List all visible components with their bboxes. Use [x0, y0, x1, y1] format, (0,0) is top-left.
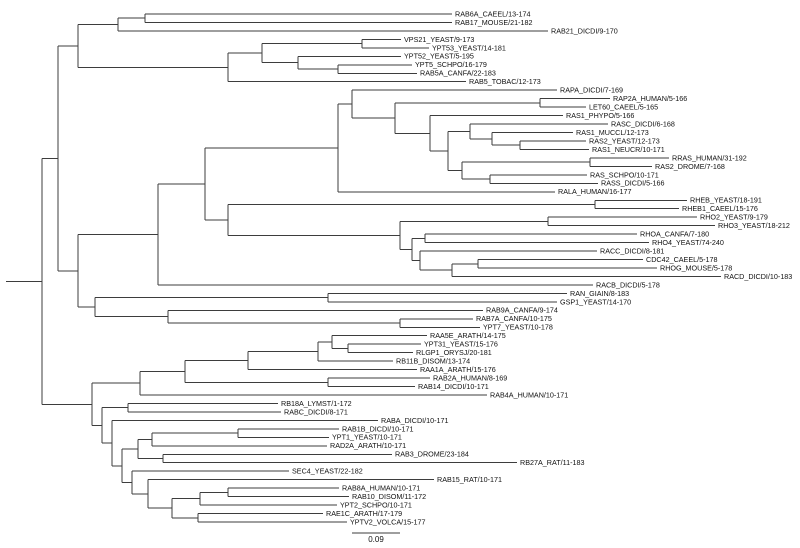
taxon-label: RAB21_DICDI/9-170	[551, 26, 618, 35]
taxon-label: RHOA_CANFA/7-180	[640, 230, 709, 239]
taxon-label: YPT53_YEAST/14-181	[432, 43, 506, 52]
taxon-label: YPT52_YEAST/5-195	[404, 52, 474, 61]
taxon-label: RAA1A_ARATH/15-176	[420, 365, 496, 374]
taxon-label: RABC_DICDI/8-171	[284, 407, 348, 416]
taxon-label: GSP1_YEAST/14-170	[560, 297, 631, 306]
taxon-label: VPS21_YEAST/9-173	[404, 35, 474, 44]
taxon-label: YPT2_SCHPO/10-171	[340, 500, 412, 509]
taxon-label: RAS_SCHPO/10-171	[590, 170, 659, 179]
taxon-label: RRAS_HUMAN/31-192	[672, 153, 747, 162]
taxon-label: RAB9A_CANFA/9-174	[486, 306, 558, 315]
taxon-label: RACB_DICDI/5-178	[596, 280, 660, 289]
taxon-label: RHO2_YEAST/9-179	[700, 213, 768, 222]
taxon-label: YPT31_YEAST/15-176	[424, 340, 498, 349]
taxon-label: RAB5A_CANFA/22-183	[420, 69, 496, 78]
taxon-label: RAS2_DROME/7-168	[655, 162, 725, 171]
taxon-label: RB27A_RAT/11-183	[520, 458, 584, 467]
taxon-label: YPT5_SCHPO/16-179	[415, 60, 487, 69]
taxon-label: RACC_DICDI/8-181	[600, 246, 664, 255]
taxon-label: RHEB1_CAEEL/15-176	[682, 204, 758, 213]
taxon-label: RHO3_YEAST/18-212	[718, 221, 790, 230]
scale-bar-label: 0.09	[368, 535, 384, 544]
taxon-label: RB18A_LYMST/1-172	[281, 399, 352, 408]
taxon-label: RAB2A_HUMAN/8-169	[433, 373, 507, 382]
taxon-label: RAB10_DISOM/11-172	[352, 492, 426, 501]
taxon-label: YPTV2_VOLCA/15-177	[350, 517, 426, 526]
taxon-label: RAB1B_DICDI/10-171	[342, 424, 414, 433]
taxon-label: SEC4_YEAST/22-182	[292, 467, 363, 476]
taxon-label: RAS2_YEAST/12-173	[589, 136, 660, 145]
taxon-label: RAB5_TOBAC/12-173	[469, 77, 541, 86]
taxon-label: RAS1_NEUCR/10-171	[592, 145, 665, 154]
taxon-label: RAPA_DICDI/7-169	[560, 86, 623, 95]
taxon-label: RAD2A_ARATH/10-171	[330, 441, 406, 450]
taxon-label: RB11B_DISOM/13-174	[396, 357, 470, 366]
taxon-label: RAB17_MOUSE/21-182	[455, 18, 533, 27]
taxon-label: RABA_DICDI/10-171	[381, 416, 449, 425]
taxon-label: YPT7_YEAST/10-178	[483, 323, 553, 332]
taxon-label: RAA5E_ARATH/14-175	[430, 331, 506, 340]
taxon-label: RAN_GIAIN/8-183	[570, 289, 629, 298]
taxon-label: RAB3_DROME/23-184	[395, 450, 469, 459]
taxon-label: CDC42_CAEEL/5-178	[646, 255, 718, 264]
taxon-label: RAE1C_ARATH/17-179	[326, 509, 402, 518]
taxon-label: RAS1_PHYPO/5-166	[566, 111, 634, 120]
taxon-label: RASC_DICDI/6-168	[611, 119, 675, 128]
tree-branches	[6, 13, 721, 534]
taxon-label: RHO4_YEAST/74-240	[652, 238, 724, 247]
taxon-label: YPT1_YEAST/10-171	[332, 433, 402, 442]
taxon-label: RLGP1_ORYSJ/20-181	[416, 348, 492, 357]
taxon-label: RAB4A_HUMAN/10-171	[490, 390, 568, 399]
taxon-label: RASS_DICDI/5-166	[601, 179, 665, 188]
taxon-label: RAB8A_HUMAN/10-171	[342, 484, 420, 493]
taxon-label: RAP2A_HUMAN/5-166	[613, 94, 687, 103]
taxon-label: RAB15_RAT/10-171	[437, 475, 502, 484]
taxon-label: LET60_CAEEL/5-165	[589, 103, 658, 112]
taxon-label: RHOG_MOUSE/5-178	[660, 263, 732, 272]
taxon-label: RAB6A_CAEEL/13-174	[455, 9, 531, 18]
taxon-label: RHEB_YEAST/18-191	[690, 196, 762, 205]
taxon-label: RACD_DICDI/10-183	[724, 272, 792, 281]
taxon-label: RAS1_MUCCL/12-173	[576, 128, 649, 137]
taxon-label: RALA_HUMAN/16-177	[558, 187, 632, 196]
taxon-label: RAB14_DICDI/10-171	[418, 382, 489, 391]
taxon-label: RAB7A_CANFA/10-175	[476, 314, 552, 323]
